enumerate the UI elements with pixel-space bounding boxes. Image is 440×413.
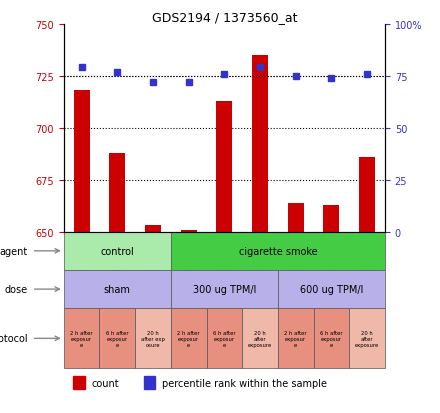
Text: protocol: protocol bbox=[0, 334, 28, 344]
Text: 600 ug TPM/l: 600 ug TPM/l bbox=[300, 285, 363, 294]
Bar bbox=[109, 153, 125, 232]
Bar bbox=[206, 309, 242, 368]
Text: 6 h after
exposur
e: 6 h after exposur e bbox=[213, 330, 236, 347]
Bar bbox=[171, 309, 206, 368]
Bar bbox=[314, 309, 349, 368]
Text: 20 h
after
exposure: 20 h after exposure bbox=[355, 330, 379, 347]
Text: dose: dose bbox=[5, 285, 28, 294]
Bar bbox=[64, 271, 171, 309]
Bar bbox=[99, 309, 135, 368]
Bar bbox=[171, 271, 278, 309]
Bar bbox=[349, 309, 385, 368]
Bar bbox=[278, 271, 385, 309]
Bar bbox=[135, 309, 171, 368]
Title: GDS2194 / 1373560_at: GDS2194 / 1373560_at bbox=[152, 11, 297, 24]
Bar bbox=[359, 157, 375, 232]
Text: 2 h after
exposur
e: 2 h after exposur e bbox=[285, 330, 307, 347]
Text: 20 h
after
exposure: 20 h after exposure bbox=[248, 330, 272, 347]
Bar bbox=[288, 203, 304, 232]
Text: cigarette smoke: cigarette smoke bbox=[238, 246, 317, 256]
Text: percentile rank within the sample: percentile rank within the sample bbox=[162, 378, 327, 388]
Bar bbox=[252, 56, 268, 232]
Bar bbox=[64, 309, 99, 368]
Text: 300 ug TPM/l: 300 ug TPM/l bbox=[193, 285, 256, 294]
Text: 2 h after
exposur
e: 2 h after exposur e bbox=[70, 330, 93, 347]
Bar bbox=[144, 376, 155, 389]
Bar bbox=[145, 226, 161, 232]
Bar bbox=[73, 91, 90, 232]
Bar bbox=[323, 205, 340, 232]
Text: 20 h
after exp
osure: 20 h after exp osure bbox=[141, 330, 165, 347]
Text: 6 h after
exposur
e: 6 h after exposur e bbox=[320, 330, 343, 347]
Text: count: count bbox=[91, 378, 119, 388]
Bar bbox=[278, 309, 314, 368]
Text: sham: sham bbox=[104, 285, 131, 294]
Bar bbox=[171, 232, 385, 271]
Bar bbox=[64, 232, 171, 271]
Bar bbox=[216, 102, 232, 232]
Text: 2 h after
exposur
e: 2 h after exposur e bbox=[177, 330, 200, 347]
Text: 6 h after
exposur
e: 6 h after exposur e bbox=[106, 330, 128, 347]
Bar bbox=[181, 230, 197, 232]
Text: control: control bbox=[100, 246, 134, 256]
Text: agent: agent bbox=[0, 246, 28, 256]
Bar bbox=[73, 376, 84, 389]
Bar bbox=[242, 309, 278, 368]
